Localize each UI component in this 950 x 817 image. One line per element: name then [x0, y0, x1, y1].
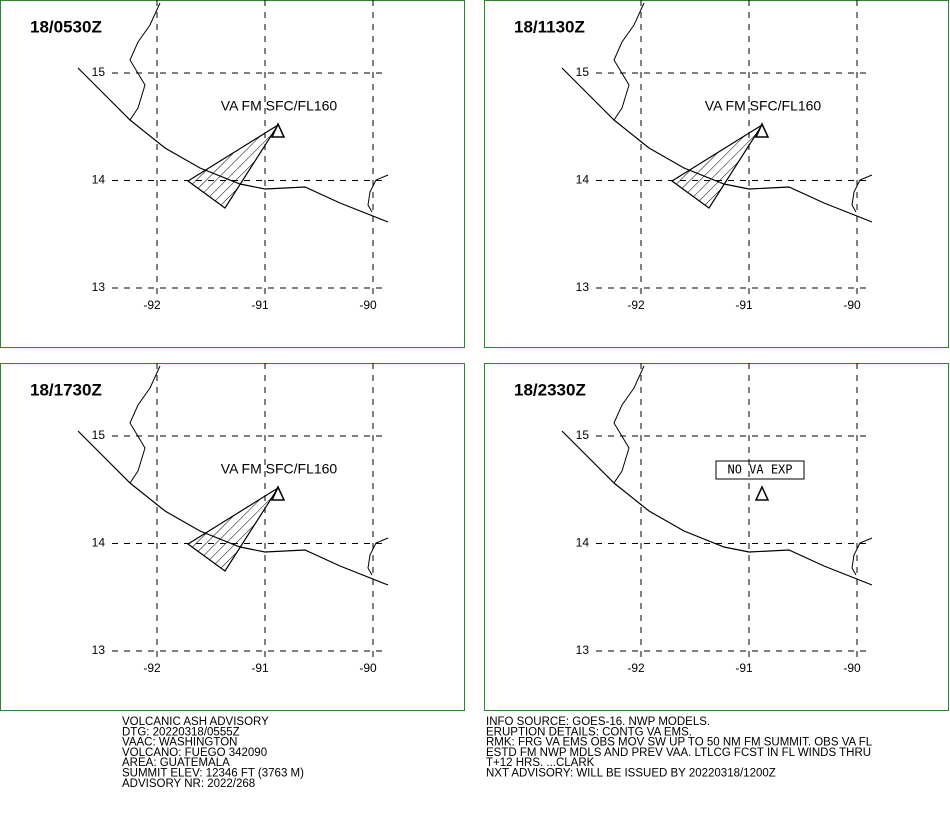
border	[367, 174, 389, 213]
advisory-line: VAAC: WASHINGTON	[122, 737, 237, 749]
ash-label: NO VA EXP	[727, 463, 792, 477]
lat-label: 15	[92, 65, 106, 79]
ash-cloud	[670, 124, 763, 209]
lat-label: 13	[92, 643, 106, 657]
volcano-symbol	[270, 485, 286, 501]
lon-label: -92	[627, 298, 645, 312]
panel-time: 18/1730Z	[30, 380, 102, 399]
panel-border	[0, 363, 465, 711]
border	[851, 174, 873, 213]
lon-label: -90	[843, 298, 861, 312]
lon-label: -92	[143, 298, 161, 312]
advisory-line: NXT ADVISORY: WILL BE ISSUED BY 20220318…	[486, 768, 776, 780]
border	[129, 365, 161, 484]
lat-label: 15	[576, 65, 590, 79]
lat-label: 15	[92, 428, 106, 442]
border	[367, 537, 389, 576]
volcano-symbol	[270, 122, 286, 138]
border	[851, 537, 873, 576]
coastline	[561, 67, 873, 223]
advisory-line: T+12 HRS. ...CLARK	[486, 757, 595, 769]
border	[613, 365, 645, 484]
lat-label: 14	[576, 536, 590, 550]
ash-cloud	[186, 124, 279, 209]
lon-label: -90	[359, 661, 377, 675]
map-panel: 15 14 13 -92 -91 -90 VA FM SFC/FL160 18/0530Z	[0, 0, 465, 348]
lat-label: 13	[576, 280, 590, 294]
lon-label: -92	[143, 661, 161, 675]
ash-label: VA FM SFC/FL160	[705, 98, 822, 114]
panel-time: 18/0530Z	[30, 17, 102, 36]
coastline	[561, 430, 873, 586]
lon-label: -91	[251, 298, 269, 312]
border	[129, 2, 161, 121]
lat-label: 13	[92, 280, 106, 294]
advisory-line: RMK: FRG VA EMS OBS MOV SW UP TO 50 NM F…	[486, 737, 873, 749]
label-box	[715, 460, 805, 480]
map-panel: 15 14 13 -92 -91 -90 VA FM SFC/FL160 18/1130Z	[484, 0, 949, 348]
advisory-line: ADVISORY NR: 2022/268	[122, 778, 255, 790]
advisory-line: VOLCANIC ASH ADVISORY	[122, 716, 269, 728]
lat-label: 14	[92, 173, 106, 187]
advisory-line: VOLCANO: FUEGO 342090	[122, 747, 267, 759]
advisory-line: ERUPTION DETAILS: CONTG VA EMS.	[486, 726, 692, 738]
coastline	[77, 430, 389, 586]
map-panel: 15 14 13 -92 -91 -90 NO VA EXP 18/2330Z	[484, 363, 949, 711]
advisory-line: DTG: 20220318/0555Z	[122, 726, 240, 738]
volcano-symbol	[754, 485, 770, 501]
panel-time: 18/2330Z	[514, 380, 586, 399]
panel-border	[484, 363, 949, 711]
coastline	[77, 67, 389, 223]
lon-label: -90	[843, 661, 861, 675]
advisory-line: ESTD FM NWP MDLS AND PREV VAA. LTLCG FCS…	[486, 747, 871, 759]
lat-label: 15	[576, 428, 590, 442]
lon-label: -90	[359, 298, 377, 312]
ash-cloud	[186, 487, 279, 572]
advisory-line: SUMMIT ELEV: 12346 FT (3763 M)	[122, 768, 304, 780]
volcano-symbol	[754, 122, 770, 138]
border	[613, 2, 645, 121]
map-panel: 15 14 13 -92 -91 -90 VA FM SFC/FL160 18/1730Z	[0, 363, 465, 711]
ash-label: VA FM SFC/FL160	[221, 461, 338, 477]
lon-label: -91	[735, 661, 753, 675]
advisory-line: AREA: GUATEMALA	[122, 757, 230, 769]
advisory-line: INFO SOURCE: GOES-16. NWP MODELS.	[486, 716, 710, 728]
ash-label: VA FM SFC/FL160	[221, 98, 338, 114]
panel-time: 18/1130Z	[514, 17, 585, 36]
lat-label: 13	[576, 643, 590, 657]
lat-label: 14	[92, 536, 106, 550]
lon-label: -91	[251, 661, 269, 675]
panel-border	[484, 0, 949, 348]
lon-label: -91	[735, 298, 753, 312]
lat-label: 14	[576, 173, 590, 187]
lon-label: -92	[627, 661, 645, 675]
panel-border	[0, 0, 465, 348]
